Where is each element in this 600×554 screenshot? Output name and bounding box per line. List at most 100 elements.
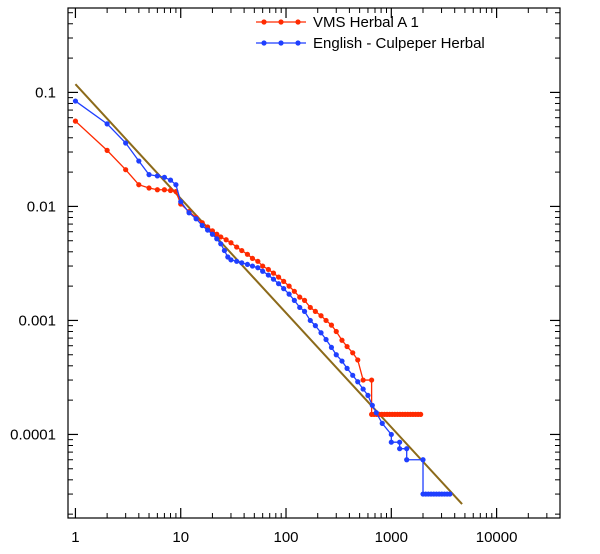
data-point xyxy=(214,236,220,242)
data-point xyxy=(265,266,271,273)
data-point xyxy=(301,308,308,315)
data-point xyxy=(328,322,335,328)
data-point xyxy=(255,258,261,264)
data-point xyxy=(312,308,318,315)
data-point xyxy=(365,392,371,399)
data-point xyxy=(369,377,375,383)
data-point xyxy=(275,274,282,280)
data-point xyxy=(218,241,224,247)
data-point xyxy=(297,294,303,300)
data-point xyxy=(167,187,174,194)
data-point xyxy=(234,258,240,264)
data-point xyxy=(193,216,199,222)
data-point xyxy=(275,281,282,287)
reference-line-layer xyxy=(74,83,463,505)
data-point xyxy=(136,158,142,164)
data-point xyxy=(291,288,297,294)
data-point xyxy=(270,270,277,276)
data-point xyxy=(244,251,251,257)
data-point xyxy=(301,297,308,303)
legend-swatch-marker xyxy=(261,40,267,46)
data-point xyxy=(154,173,160,179)
data-point xyxy=(239,260,245,266)
data-point xyxy=(323,317,329,324)
data-point xyxy=(72,98,79,104)
x-tick-label: 10000 xyxy=(476,529,518,546)
data-point xyxy=(350,372,356,378)
data-point xyxy=(286,291,292,297)
legend-label: VMS Herbal A 1 xyxy=(313,14,419,31)
data-point xyxy=(249,255,256,262)
data-point xyxy=(239,247,245,254)
y-tick-label: 0.0001 xyxy=(10,426,56,443)
series-line xyxy=(74,120,421,416)
legend: VMS Herbal A 1 English - Culpeper Herbal xyxy=(256,14,485,52)
x-tick-label: 100 xyxy=(274,529,299,546)
data-point xyxy=(167,177,174,183)
data-point xyxy=(318,330,324,336)
data-point xyxy=(404,446,410,452)
x-tick-label: 10 xyxy=(172,529,189,546)
data-point xyxy=(344,343,350,350)
legend-label: English - Culpeper Herbal xyxy=(313,35,485,52)
data-point xyxy=(355,379,361,385)
data-point xyxy=(312,323,318,329)
data-point xyxy=(339,337,345,343)
data-point xyxy=(297,304,303,311)
data-point xyxy=(228,257,234,263)
y-tick-label: 0.001 xyxy=(18,312,56,329)
data-point xyxy=(307,317,313,324)
data-point xyxy=(205,227,211,233)
data-point xyxy=(328,344,335,351)
data-point xyxy=(221,247,228,254)
data-point xyxy=(104,121,110,127)
data-point xyxy=(123,167,129,173)
data-point xyxy=(397,446,403,452)
data-point xyxy=(104,147,110,153)
legend-swatch-marker xyxy=(261,19,267,25)
series-layer xyxy=(72,98,453,497)
data-point xyxy=(344,365,350,371)
data-point xyxy=(228,240,234,246)
legend-swatch-marker xyxy=(295,19,301,25)
data-point xyxy=(350,350,356,356)
major-ticks: 1 10 100 1000 10000 0.1 0.01 0.001 0.0001 xyxy=(10,8,560,546)
legend-swatch-marker xyxy=(295,40,301,46)
data-point xyxy=(214,231,220,237)
data-point xyxy=(186,210,192,216)
data-point xyxy=(255,265,261,271)
data-point xyxy=(369,402,375,408)
data-point xyxy=(270,276,277,282)
data-point xyxy=(260,263,266,269)
data-point xyxy=(244,261,251,268)
data-point xyxy=(447,491,453,497)
data-point xyxy=(388,431,394,438)
data-point xyxy=(397,439,403,445)
data-point xyxy=(265,272,271,278)
data-point xyxy=(146,172,152,178)
data-point xyxy=(161,174,168,180)
data-point xyxy=(123,140,129,146)
data-point xyxy=(420,457,426,463)
data-point xyxy=(178,199,184,205)
minor-ticks xyxy=(68,8,561,518)
data-point xyxy=(72,118,79,124)
data-point xyxy=(199,222,205,229)
data-point xyxy=(379,420,385,426)
legend-swatch-marker xyxy=(278,19,284,25)
data-point xyxy=(281,286,287,292)
plot-frame xyxy=(67,7,561,519)
data-point xyxy=(291,297,297,303)
data-point xyxy=(307,304,313,311)
data-point xyxy=(360,377,366,383)
data-point xyxy=(173,182,179,188)
y-tick-label: 0.01 xyxy=(27,198,56,215)
data-point xyxy=(234,244,240,250)
data-point xyxy=(404,457,410,463)
data-point xyxy=(286,283,292,289)
data-point xyxy=(249,263,256,269)
data-point xyxy=(373,410,379,416)
data-point xyxy=(260,268,266,274)
data-point xyxy=(318,313,324,319)
